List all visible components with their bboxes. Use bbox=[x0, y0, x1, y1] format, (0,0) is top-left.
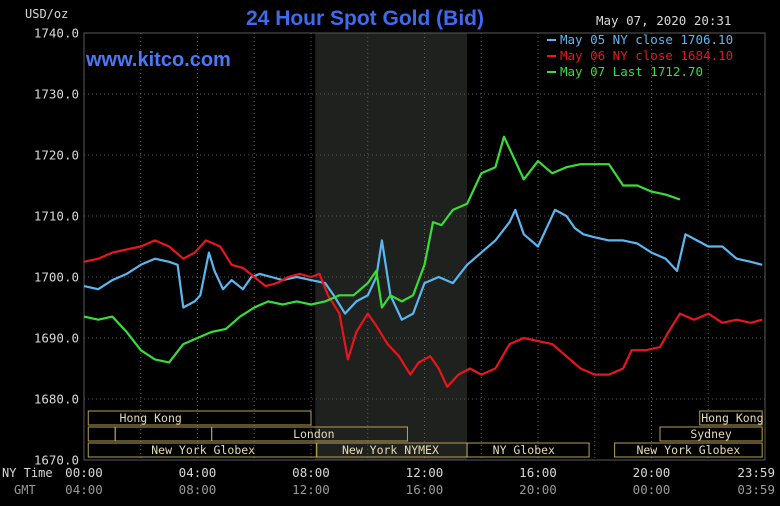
chart-title: 24 Hour Spot Gold (Bid) bbox=[246, 7, 484, 30]
series-line-may-07 bbox=[83, 135, 681, 364]
session-label: NY Globex bbox=[493, 443, 555, 457]
x-tick-label-gmt: 08:00 bbox=[179, 482, 217, 497]
session-bar bbox=[87, 426, 116, 442]
ny-time-label: NY Time bbox=[2, 466, 53, 480]
session-label: Sydney bbox=[690, 427, 732, 441]
shaded-region bbox=[315, 33, 468, 460]
session-bar bbox=[114, 426, 213, 442]
watermark-url: www.kitco.com bbox=[85, 49, 231, 71]
x-tick-label-ny: 16:00 bbox=[519, 465, 557, 480]
session-label: New York Globex bbox=[151, 443, 255, 457]
session-label: Hong Kong bbox=[701, 411, 763, 425]
x-tick-label-gmt: 00:00 bbox=[633, 482, 671, 497]
series-lines bbox=[83, 135, 763, 388]
timestamp: May 07, 2020 20:31 bbox=[596, 13, 731, 28]
x-tick-label-gmt: 12:00 bbox=[292, 482, 330, 497]
x-tick-label-ny: 12:00 bbox=[406, 465, 444, 480]
y-tick-label: 1670.0 bbox=[34, 453, 79, 468]
session-label: New York Globex bbox=[636, 443, 740, 457]
legend-entry: May 05 NY close 1706.10 bbox=[560, 32, 733, 47]
market-sessions: Hong Kong Hong Kong London Sydney New York G… bbox=[87, 410, 764, 458]
session-label: London bbox=[293, 427, 335, 441]
session-bar bbox=[211, 426, 408, 442]
y-tick-label: 1680.0 bbox=[34, 392, 79, 407]
y-tick-label: 1740.0 bbox=[34, 26, 79, 41]
y-axis-unit-label: USD/oz bbox=[25, 7, 68, 21]
session-label: Hong Kong bbox=[120, 411, 182, 425]
session-bar bbox=[699, 410, 763, 426]
x-tick-label-gmt: 16:00 bbox=[406, 482, 444, 497]
x-tick-label-ny: 08:00 bbox=[292, 465, 330, 480]
y-tick-label: 1730.0 bbox=[34, 87, 79, 102]
x-tick-label-gmt: 04:00 bbox=[65, 482, 103, 497]
y-tick-label: 1700.0 bbox=[34, 270, 79, 285]
legend-entry: May 07 Last 1712.70 bbox=[560, 64, 703, 79]
session-bar bbox=[614, 442, 763, 458]
session-label: New York NYMEX bbox=[342, 443, 439, 457]
nymex-shaded-region bbox=[315, 33, 468, 460]
session-bar bbox=[87, 410, 312, 426]
series-line-may-05 bbox=[83, 208, 763, 321]
session-bar bbox=[466, 442, 590, 458]
plot-frame bbox=[83, 32, 766, 461]
session-bar bbox=[659, 426, 763, 442]
series-line-may-06 bbox=[83, 239, 763, 388]
gmt-label: GMT bbox=[14, 483, 36, 497]
grid bbox=[83, 32, 766, 461]
y-tick-label: 1690.0 bbox=[34, 331, 79, 346]
x-tick-label-gmt: 20:00 bbox=[519, 482, 557, 497]
x-tick-label-ny: 04:00 bbox=[179, 465, 217, 480]
legend-entry: May 06 NY close 1684.10 bbox=[560, 48, 733, 63]
y-tick-label: 1720.0 bbox=[34, 148, 79, 163]
x-tick-label-ny: 23:59 bbox=[737, 465, 775, 480]
x-tick-label-ny: 20:00 bbox=[633, 465, 671, 480]
axes: 1740.0 1730.0 1720.0 1710.0 1700.0 1690.0 1680… bbox=[34, 26, 775, 498]
y-tick-label: 1710.0 bbox=[34, 209, 79, 224]
x-tick-label-ny: 00:00 bbox=[65, 465, 103, 480]
x-tick-label-gmt: 03:59 bbox=[737, 482, 775, 497]
